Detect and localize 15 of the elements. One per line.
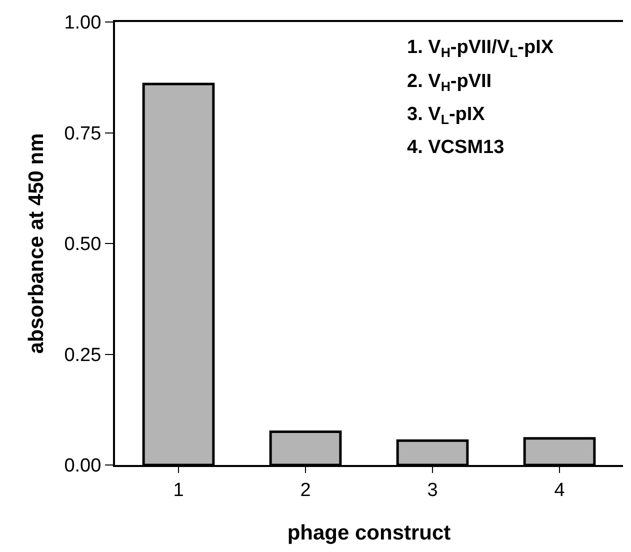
annotation: 2. V$_{H}$-pVII	[407, 71, 492, 94]
y-tick-label: 0.75	[64, 123, 102, 144]
y-axis-title: absorbance at 450 nm	[24, 133, 48, 354]
y-tick-label: 1.00	[64, 12, 102, 34]
x-tick-label: 3	[427, 480, 438, 501]
y-tick-label: 0.25	[64, 344, 102, 366]
y-tick-label: 0.00	[64, 456, 102, 477]
annotation: 1. V$_{H}$-pVII/V$_{L}$-pIX	[407, 37, 554, 60]
x-axis-title: phage construct	[287, 522, 451, 544]
annotation: 3. V$_{L}$-pIX	[407, 104, 486, 127]
x-tick-label: 4	[554, 480, 566, 501]
y-tick-label: 0.50	[64, 234, 102, 256]
annotation: 4. VCSM13	[407, 137, 504, 158]
x-tick-label: 1	[173, 480, 184, 501]
x-tick-label: 2	[300, 480, 311, 501]
